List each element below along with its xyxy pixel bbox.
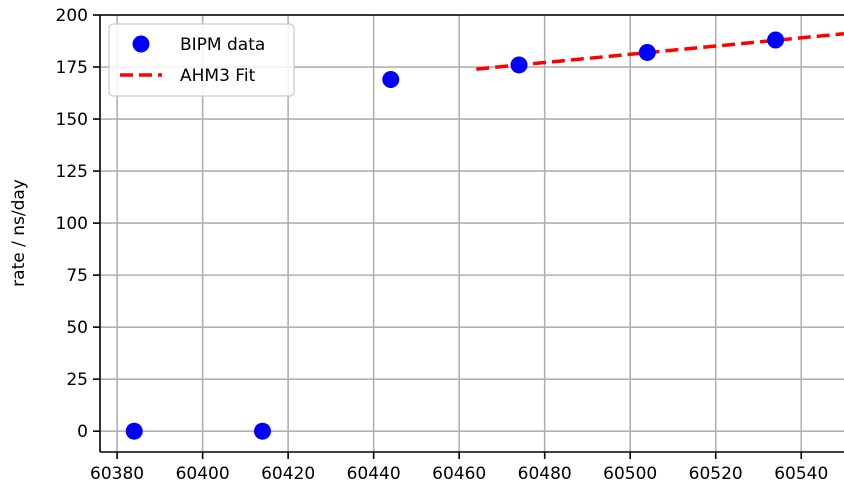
legend-marker (132, 35, 150, 53)
x-tick-label: 60440 (347, 464, 401, 484)
y-tick-label: 125 (56, 162, 88, 182)
x-tick-label: 60520 (689, 464, 743, 484)
x-tick-label: 60480 (518, 464, 572, 484)
y-tick-label: 175 (56, 58, 88, 78)
fit-line (476, 31, 844, 71)
data-point (253, 422, 271, 440)
x-tick-label: 60400 (176, 464, 230, 484)
data-point (767, 31, 785, 49)
x-tick-label: 60420 (261, 464, 315, 484)
x-tick-label: 60460 (432, 464, 486, 484)
data-point (382, 71, 400, 89)
x-tick-label: 60540 (774, 464, 828, 484)
legend: BIPM data AHM3 Fit (108, 23, 295, 97)
legend-box (108, 23, 295, 97)
y-tick-label: 25 (66, 370, 88, 390)
axes: 60380 60400 60420 60440 60460 60480 60500 60520… (56, 6, 844, 484)
y-tick-label: 75 (66, 266, 88, 286)
plot-area (125, 31, 844, 440)
y-axis-label: rate / ns/day (9, 179, 29, 287)
data-point (125, 422, 143, 440)
data-point (510, 56, 528, 74)
y-tick-label: 200 (56, 6, 88, 26)
y-tick-label: 50 (66, 318, 88, 338)
y-tick-label: 150 (56, 110, 88, 130)
y-tick-label: 0 (77, 422, 88, 442)
data-point (638, 43, 656, 61)
legend-label: AHM3 Fit (180, 66, 256, 86)
y-tick-label: 100 (56, 214, 88, 234)
legend-label: BIPM data (180, 35, 265, 55)
x-tick-label: 60500 (603, 464, 657, 484)
x-tick-label: 60380 (90, 464, 144, 484)
